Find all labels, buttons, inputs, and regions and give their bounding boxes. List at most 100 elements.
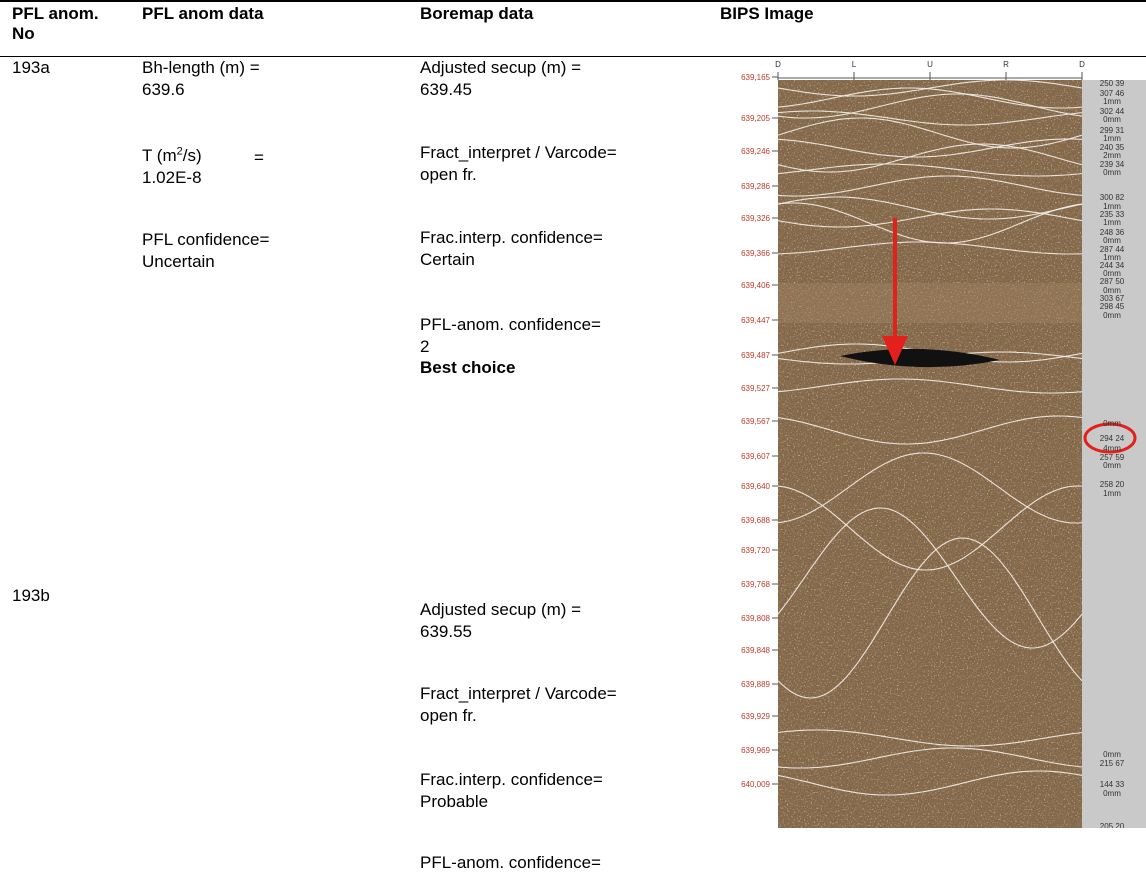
trace [777, 452, 1083, 524]
label: Frac.interp. confidence= [420, 770, 603, 789]
label: Adjusted secup (m) = [420, 58, 582, 77]
annotation-label: 248 36 [1100, 228, 1125, 237]
annotation-label: 1mm [1103, 489, 1121, 498]
label: Adjusted secup (m) = [420, 600, 582, 619]
annotation-label: 1mm [1103, 97, 1121, 106]
annotation-label: 0mm [1103, 311, 1121, 320]
annotation-label: 0mm [1103, 269, 1121, 278]
trace [777, 93, 1083, 119]
label: T (m2/s) [142, 146, 202, 166]
depth-label: 639,527 [741, 384, 770, 393]
annotation-label: 258 20 [1100, 480, 1125, 489]
orientation-label: R [1003, 60, 1009, 69]
trace [777, 138, 1083, 158]
label: Fract_interpret / Varcode= [420, 684, 617, 703]
orientation-label: L [852, 60, 857, 69]
trace [777, 415, 1083, 445]
orientation-label: U [927, 60, 933, 69]
equals: = [254, 148, 264, 167]
depth-label: 639,688 [741, 516, 770, 525]
depth-label: 639,487 [741, 351, 770, 360]
superscript: 2 [176, 145, 183, 158]
depth-label: 639,406 [741, 281, 770, 290]
label: Bh-length (m) = [142, 58, 260, 77]
annotation-label: 303 67 [1100, 294, 1125, 303]
annotation-label: 0mm [1103, 419, 1121, 428]
depth-label: 639,567 [741, 417, 770, 426]
annotation-label: 307 46 [1100, 89, 1125, 98]
annotation-label: 205 20 [1100, 822, 1125, 828]
anomaly-id: 193b [12, 586, 50, 605]
annotation-label: 294 24 [1100, 434, 1125, 443]
label: PFL confidence= [142, 230, 270, 249]
annotation-label: 1mm [1103, 202, 1121, 211]
depth-label: 639,720 [741, 546, 770, 555]
annotation-label: 235 33 [1100, 210, 1125, 219]
note: Best choice [420, 358, 516, 377]
trace [777, 143, 1083, 173]
annotation-label: 1mm [1103, 218, 1121, 227]
trace [777, 507, 1083, 649]
annotation-label: 1mm [1103, 134, 1121, 143]
annotation-label: 298 45 [1100, 302, 1125, 311]
bips-image: D L U R D 639,165 639,205 639,246 639,286 639,326… [741, 60, 1146, 828]
trace [777, 163, 1083, 177]
trace [777, 770, 1083, 796]
trace [777, 729, 1083, 747]
annotation-label: 257 59 [1100, 453, 1125, 462]
annotation-label: 302 44 [1100, 107, 1125, 116]
annotation-label: 1mm [1103, 253, 1121, 262]
annotation-label: 300 82 [1100, 193, 1125, 202]
fracture [840, 348, 1000, 368]
annotation-label: 0mm [1103, 115, 1121, 124]
annotation-label: 2mm [1103, 151, 1121, 160]
label-part: T (m [142, 146, 177, 165]
value: 2 [420, 337, 430, 356]
header-cell: PFL anom. No [12, 4, 99, 43]
band [778, 283, 1082, 323]
depth-label: 639,286 [741, 182, 770, 191]
texture [778, 80, 1082, 828]
depth-label: 639,246 [741, 147, 770, 156]
top-rule [0, 0, 1146, 2]
value: Certain [420, 250, 475, 269]
annotation-label: 4mm [1103, 444, 1121, 453]
value: open fr. [420, 706, 477, 725]
trace [777, 241, 1083, 255]
annotation-label: 0mm [1103, 789, 1121, 798]
annotation-label: 215 67 [1100, 759, 1125, 768]
trace [777, 537, 1083, 699]
value: Probable [420, 792, 489, 811]
depth-label: 639,808 [741, 614, 770, 623]
value: 1.02E-8 [142, 168, 202, 187]
depth-label: 639,969 [741, 746, 770, 755]
value: open fr. [420, 165, 477, 184]
annotation-label: 0mm [1103, 461, 1121, 470]
trace [777, 79, 1083, 97]
trace [777, 208, 1083, 228]
trace [777, 110, 1083, 126]
trace [777, 196, 1083, 220]
annotation-label: 0mm [1103, 286, 1121, 295]
depth-label: 639,165 [741, 73, 770, 82]
label: Frac.interp. confidence= [420, 228, 603, 247]
value: 639.45 [420, 80, 472, 99]
label-part: /s) [182, 146, 202, 165]
orientation-label: D [775, 60, 781, 69]
orientation-label: D [1079, 60, 1085, 69]
trace [777, 485, 1083, 571]
header-cell: PFL anom data [142, 4, 264, 23]
annotation-label: 244 34 [1100, 261, 1125, 270]
highlight-circle [1083, 422, 1137, 454]
value: 639.6 [142, 80, 185, 99]
label: PFL-anom. confidence= [420, 315, 601, 334]
depth-label: 639,929 [741, 712, 770, 721]
annotation-label: 299 31 [1100, 126, 1125, 135]
trace [777, 175, 1083, 197]
annotation-label: 144 33 [1100, 780, 1125, 789]
annotation-label: 239 34 [1100, 160, 1125, 169]
header-rule [0, 56, 1146, 57]
depth-label: 639,447 [741, 316, 770, 325]
trace [777, 378, 1083, 394]
